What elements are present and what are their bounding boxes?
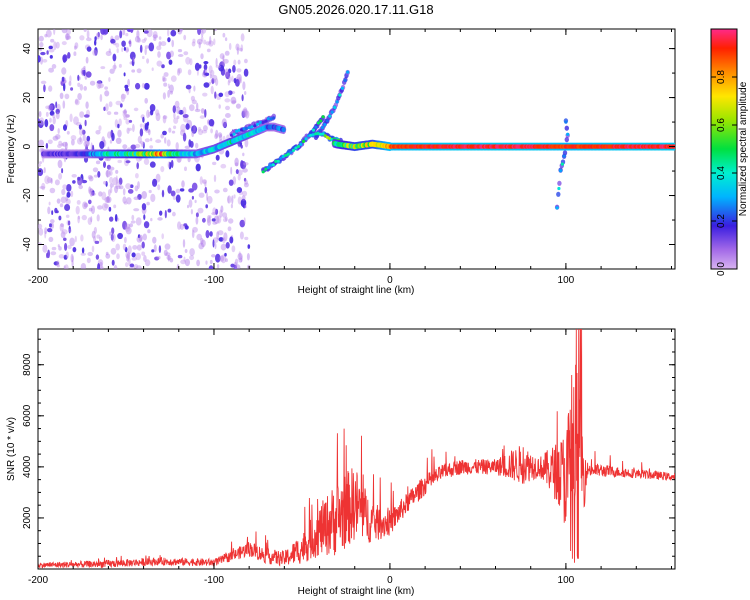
colorbar-tick-label: 0.4 bbox=[716, 166, 727, 180]
spectrogram-ridge bbox=[40, 122, 675, 159]
snr-panel: -200 -100 0 100 2000 4000 6000 8000 Height of s… bbox=[6, 328, 676, 597]
snr-ylabel: SNR (10 * v/v) bbox=[6, 417, 17, 481]
spectrogram-y-tick-label: -20 bbox=[22, 188, 33, 203]
spectrogram-ylabel: Frequency (Hz) bbox=[6, 115, 17, 184]
spectrogram-branch bbox=[229, 113, 276, 137]
spectrogram-x-tick-label: 100 bbox=[558, 275, 575, 286]
spectrogram-noise bbox=[38, 29, 251, 269]
snr-xlabel: Height of straight line (km) bbox=[298, 586, 415, 597]
spectrogram-x-tick-label: -200 bbox=[28, 275, 48, 286]
snr-y-tick-label: 4000 bbox=[22, 455, 33, 478]
spectrogram-y-tick-label: 0 bbox=[22, 143, 33, 149]
colorbar-tick-label: 0.6 bbox=[716, 118, 727, 132]
chart-title: GN05.2026.020.17.11.G18 bbox=[278, 2, 433, 17]
spectrogram-branch bbox=[313, 69, 350, 140]
colorbar-label: Normalized spectral amplitude bbox=[738, 81, 749, 216]
colorbar-tick-label: 0.2 bbox=[716, 214, 727, 228]
spectrogram-branch bbox=[261, 115, 326, 174]
snr-x-tick-label: -200 bbox=[28, 575, 48, 586]
spectrogram-x-tick-label: 0 bbox=[387, 275, 393, 286]
colorbar-tick-label: 0.0 bbox=[716, 262, 727, 276]
spectrogram-xlabel: Height of straight line (km) bbox=[298, 285, 415, 296]
colorbar: 0.0 0.2 0.4 0.6 0.8 Normalized spectral ampl… bbox=[710, 28, 749, 276]
colorbar-gradient bbox=[710, 28, 738, 270]
spectrogram-y-tick-label: 20 bbox=[22, 92, 33, 104]
snr-y-tick-label: 6000 bbox=[22, 404, 33, 427]
snr-y-tick-label: 2000 bbox=[22, 506, 33, 529]
colorbar-tick-label: 0.8 bbox=[716, 70, 727, 84]
snr-x-tick-label: -100 bbox=[204, 575, 224, 586]
snr-x-tick-label: 100 bbox=[558, 575, 575, 586]
snr-series-line bbox=[38, 329, 675, 569]
spectrogram-y-tick-label: -40 bbox=[22, 237, 33, 252]
spectrogram-x-tick-label: -100 bbox=[204, 275, 224, 286]
snr-y-tick-label: 8000 bbox=[22, 353, 33, 376]
spectrogram-y-tick-label: 40 bbox=[22, 43, 33, 55]
snr-x-tick-label: 0 bbox=[387, 575, 393, 586]
